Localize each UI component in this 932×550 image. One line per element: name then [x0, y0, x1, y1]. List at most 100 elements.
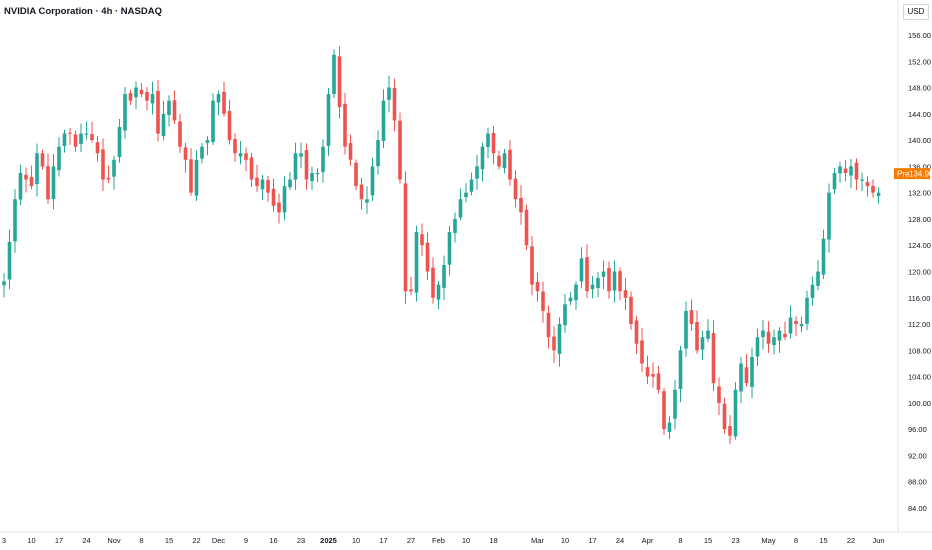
time-tick-label: 10: [462, 536, 470, 545]
candle-down: [244, 153, 248, 160]
candle-up: [700, 337, 705, 350]
price-tag-prefix: Pre: [897, 170, 910, 179]
candle-down: [46, 166, 50, 200]
candle-up: [84, 133, 89, 135]
candle-up: [579, 258, 584, 282]
time-tick-label: 8: [139, 536, 143, 545]
time-tick-label: 17: [379, 536, 387, 545]
candle-up: [799, 324, 804, 327]
candle-down: [552, 336, 556, 351]
price-tick-label: 128.00: [908, 215, 931, 224]
candle-up: [62, 133, 67, 146]
price-tick-label: 108.00: [908, 346, 931, 355]
time-tick-label: 18: [489, 536, 497, 545]
time-tick-label: 15: [819, 536, 827, 545]
candle-up: [453, 218, 457, 234]
candle-down: [695, 322, 699, 351]
candle-down: [139, 89, 144, 95]
candle-up: [816, 271, 820, 286]
time-tick-label: May: [761, 536, 775, 545]
time-tick-label: 23: [731, 536, 739, 545]
price-tick-label: 136.00: [908, 162, 931, 171]
currency-button[interactable]: USD: [903, 4, 929, 20]
time-tick-label: 23: [297, 536, 305, 545]
candle-down: [744, 367, 749, 384]
candle-down: [348, 143, 353, 160]
time-tick-label: Jun: [872, 536, 884, 545]
candle-down: [871, 185, 875, 193]
candle-up: [436, 284, 441, 300]
candle-up: [332, 54, 336, 95]
candle-down: [651, 374, 655, 377]
time-tick-label: 8: [794, 536, 798, 545]
candle-up: [733, 389, 738, 437]
candle-down: [24, 174, 28, 180]
time-tick-label: 15: [704, 536, 712, 545]
time-tick-label: Dec: [212, 536, 226, 545]
time-tick-label: 24: [82, 536, 90, 545]
candle-up: [563, 304, 567, 326]
candle-down: [783, 333, 787, 338]
candle-down: [607, 268, 611, 292]
candle-down: [689, 310, 694, 325]
candle-up: [442, 264, 446, 288]
candle-up: [772, 337, 776, 346]
candle-down: [101, 149, 105, 180]
candle-down: [497, 155, 501, 167]
time-tick-label: Feb: [432, 536, 445, 545]
candle-down: [106, 177, 111, 180]
time-tick-label: 9: [244, 536, 248, 545]
price-tick-label: 84.00: [908, 504, 927, 513]
time-tick-label: 22: [192, 536, 200, 545]
candle-down: [266, 180, 270, 193]
price-tick-label: 100.00: [908, 399, 931, 408]
candle-up: [365, 199, 369, 203]
candle-down: [277, 202, 281, 213]
candle-up: [475, 166, 479, 179]
candle-down: [255, 177, 259, 187]
candle-down: [128, 93, 133, 101]
candle-down: [546, 312, 551, 338]
time-tick-label: Nov: [107, 536, 121, 545]
candle-up: [502, 153, 507, 169]
candle-up: [35, 153, 39, 185]
candle-down: [618, 271, 622, 292]
candle-down: [189, 159, 193, 193]
price-axis: 156.00 152.00 148.00 144.00 140.00 136.00 132.…: [908, 31, 931, 513]
time-tick-label: 17: [55, 536, 63, 545]
candle-down: [337, 56, 342, 108]
candle-up: [370, 166, 375, 196]
candle-up: [761, 330, 765, 338]
time-tick-label: 22: [847, 536, 855, 545]
price-tick-label: 148.00: [908, 84, 931, 93]
candle-down: [359, 184, 364, 200]
candle-up: [750, 356, 754, 387]
candle-up: [167, 100, 171, 116]
candle-up: [293, 153, 298, 180]
candle-up: [832, 172, 837, 190]
time-tick-label: 2025: [320, 536, 337, 545]
candle-up: [194, 159, 199, 196]
candle-down: [711, 333, 716, 384]
candle-up: [590, 284, 595, 290]
candles-layer: [2, 46, 881, 445]
candle-up: [821, 238, 826, 275]
candle-down: [343, 103, 347, 147]
candle-down: [535, 281, 540, 292]
candle-up: [684, 310, 688, 349]
price-tick-label: 156.00: [908, 31, 931, 40]
candle-up: [755, 337, 760, 357]
price-tick-label: 104.00: [908, 373, 931, 382]
candle-down: [794, 320, 798, 325]
candle-down: [585, 257, 589, 292]
time-tick-label: 10: [352, 536, 360, 545]
candle-up: [321, 146, 325, 173]
candle-up: [216, 94, 221, 103]
candle-up: [414, 232, 419, 293]
candle-up: [706, 330, 710, 339]
candle-down: [29, 176, 34, 187]
candle-down: [233, 139, 237, 154]
candle-up: [387, 87, 391, 100]
candle-down: [425, 242, 430, 272]
candle-up: [667, 422, 672, 432]
